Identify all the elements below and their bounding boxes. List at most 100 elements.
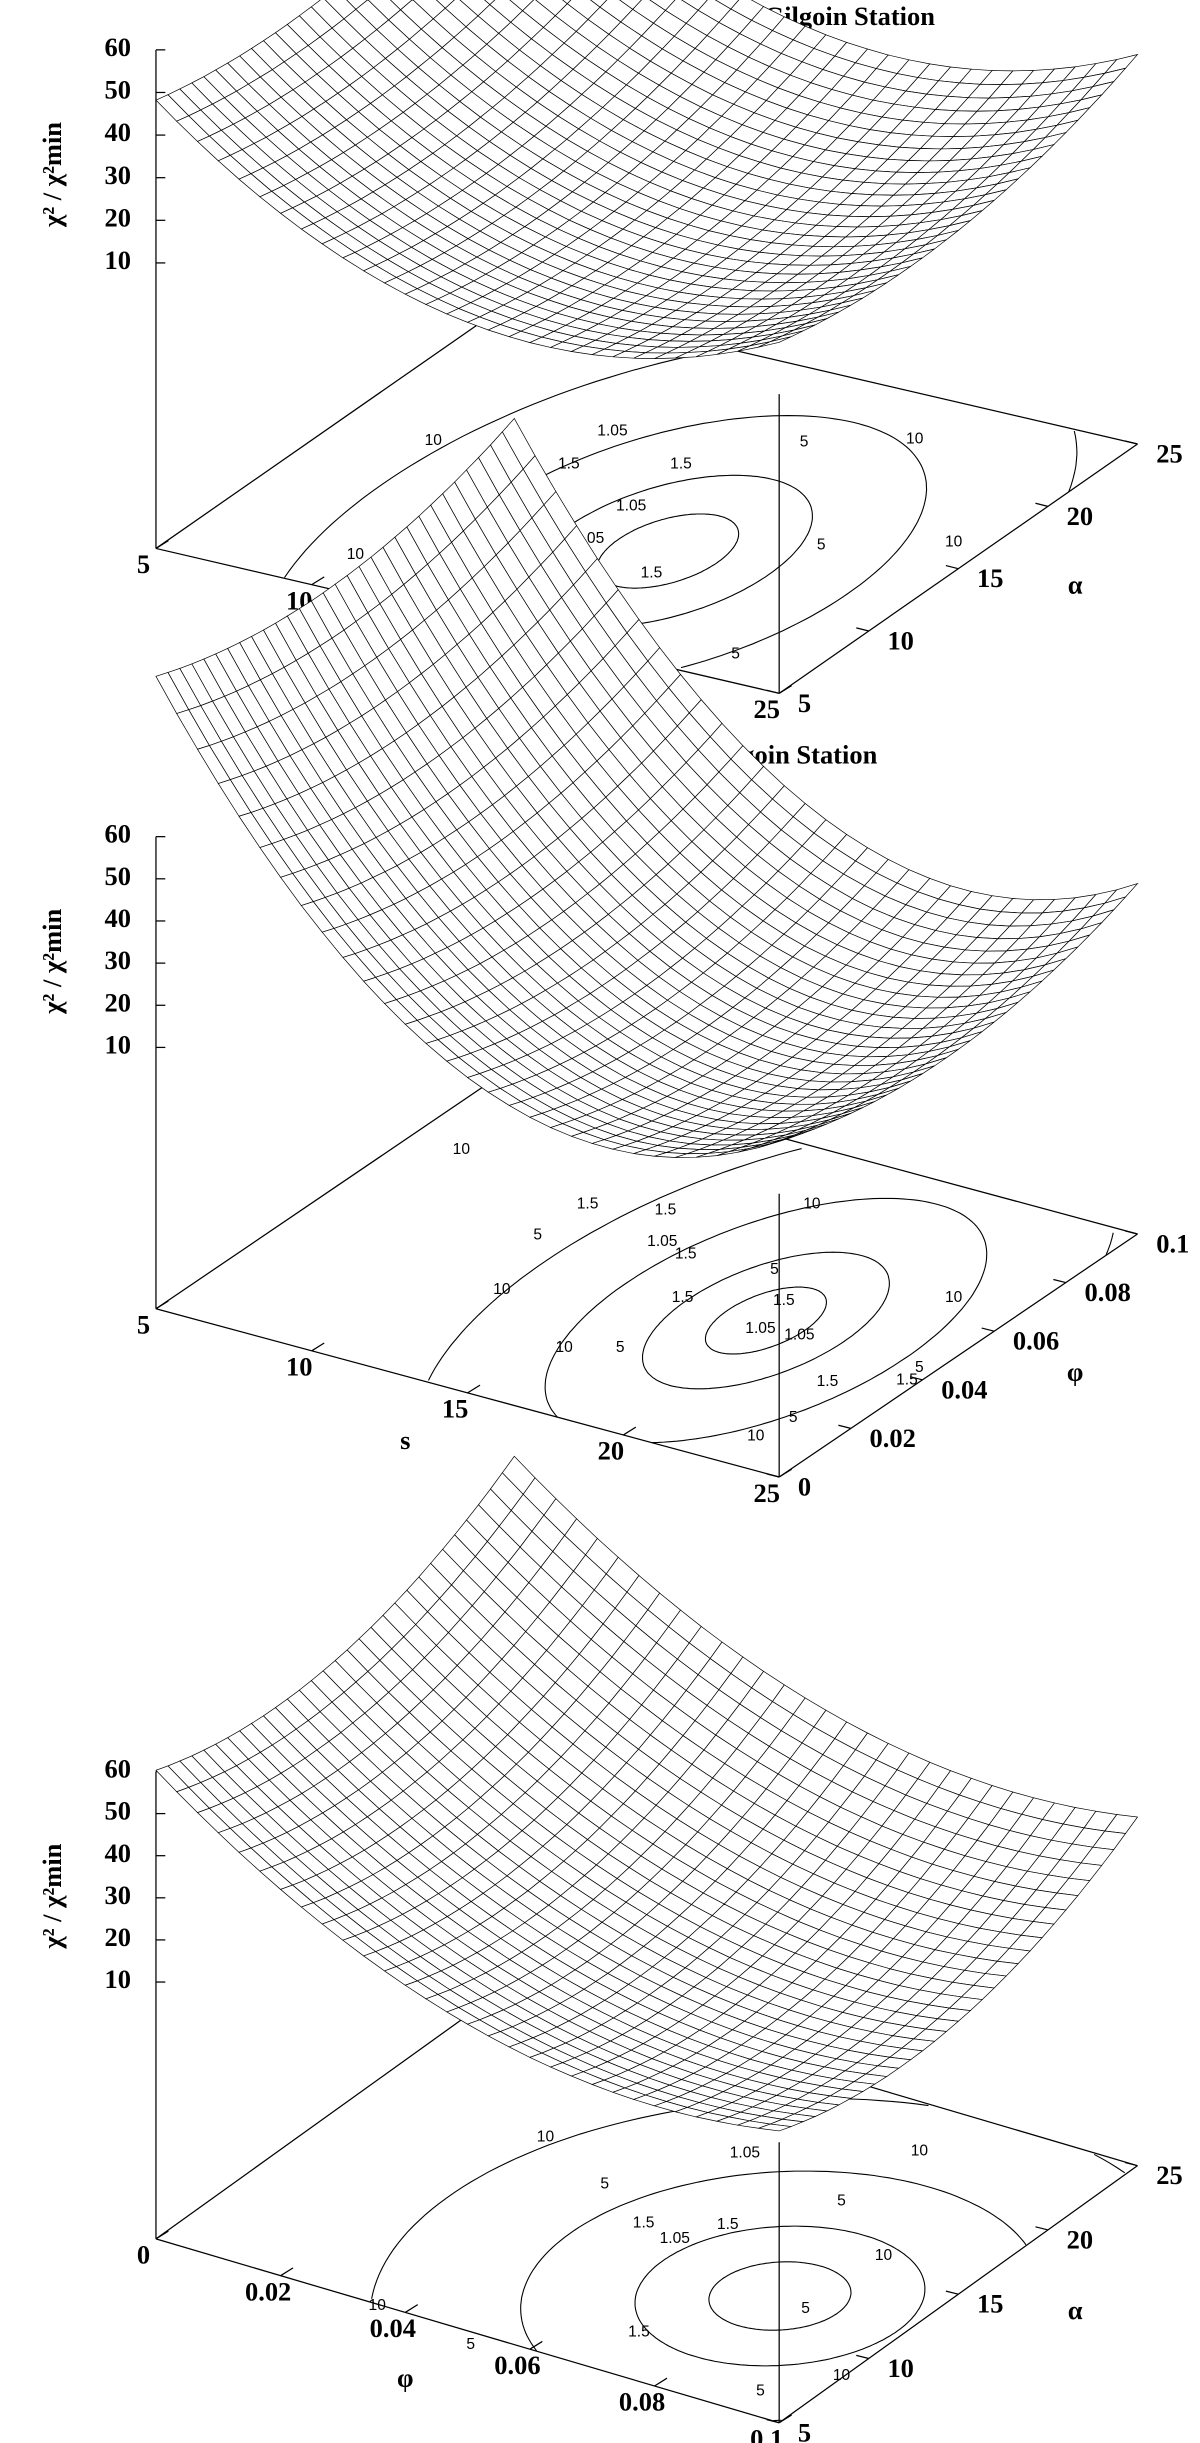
contour-label: 1.5 [628,2323,650,2340]
z-axis-label: χ² / χ²min [37,122,67,228]
z-tick-label: 20 [105,987,131,1017]
contour-line [544,1197,988,1444]
contour-label: 10 [369,2297,387,2314]
panel: 5105101.51.51.055101.51.551.51.051.05510… [37,417,1189,1508]
x-tick-label: 10 [286,1352,312,1382]
z-tick-label: 10 [105,245,131,275]
contour-label: 10 [425,432,443,449]
contour-label: 10 [833,2367,851,2384]
y-tick [945,564,959,570]
z-tick-label: 30 [105,1880,131,1910]
contour-label: 10 [453,1141,471,1158]
x-tick-label: 20 [598,1436,624,1466]
contour-label: 5 [817,536,826,553]
surface-cell [562,0,572,5]
contour-line [596,513,740,589]
x-tick [280,2267,294,2277]
x-tick [654,2377,668,2387]
z-tick-label: 50 [105,75,131,105]
y-axis-label: φ [1067,1356,1084,1386]
contour-label: 10 [347,546,365,563]
contour-label: 10 [747,1428,765,1445]
z-tick-label: 10 [105,1964,131,1994]
contour-label: 5 [801,2300,810,2317]
contour-label: 1.5 [817,1373,839,1390]
x-tick-label: 0 [137,2240,150,2270]
contour-label: 10 [493,1281,511,1298]
y-axis [778,1233,1138,1478]
x-tick [404,2304,419,2313]
z-tick-label: 40 [105,903,131,933]
z-tick-label: 20 [105,202,131,232]
contour-label: 1.05 [660,2230,691,2247]
panel: 1010551.051.51.051.051.51.51.55551010510… [37,0,1183,724]
x-tick [623,1426,637,1436]
contour-line [634,2225,926,2367]
x-tick [778,1468,792,1478]
x-tick-label: 25 [753,694,779,724]
y-tick-label: 0 [798,1472,811,1502]
contour-line [284,348,1078,578]
contour-label: 1.05 [745,1320,776,1337]
z-axis-label: χ² / χ²min [37,909,67,1015]
contour-label: 5 [533,1227,542,1244]
x-axis [155,2238,780,2424]
surface-cell [758,2123,792,2132]
contour-label: 10 [906,430,924,447]
contour-label: 10 [803,1195,821,1212]
z-tick-label: 50 [105,1796,131,1826]
contour-label: 5 [915,1359,924,1376]
x-tick-label: 0.1 [750,2424,783,2443]
surface-cell [758,336,792,348]
y-tick-label: 25 [1156,439,1182,469]
contour-label: 5 [789,1409,798,1426]
contour-label: 1.5 [633,2214,655,2231]
contour-label: 1.5 [641,564,663,581]
y-tick-label: 0.02 [870,1423,916,1453]
contour-label: 1.5 [896,1372,918,1389]
contour-label: 5 [616,1339,625,1356]
x-tick [467,1384,481,1394]
x-tick [311,576,325,586]
contour-label: 10 [911,2143,929,2160]
x-tick-label: 5 [137,1310,150,1340]
contour-line [708,2261,852,2331]
z-axis-label: χ² / χ²min [37,1843,67,1949]
y-tick [838,1424,851,1430]
x-tick [529,2340,543,2350]
surface-cell [758,1137,792,1148]
z-tick-label: 20 [105,1922,131,1952]
z-tick-label: 40 [105,117,131,147]
contour-line [704,1286,827,1355]
contour-label: 1.5 [670,455,692,472]
contour-label: 5 [770,1261,779,1278]
y-axis-label: α [1068,2295,1083,2325]
y-tick [1035,502,1049,507]
z-tick-label: 50 [105,861,131,891]
floor-edge [155,1065,515,1310]
contour-label: 10 [945,533,963,550]
x-tick [155,1300,169,1310]
contour-line [427,1148,1114,1381]
z-tick-label: 10 [105,1029,131,1059]
y-tick-label: 5 [798,688,811,718]
contour-label: 1.05 [647,1233,678,1250]
z-tick-label: 30 [105,945,131,975]
contour-label: 5 [756,2383,765,2400]
z-tick-label: 60 [105,32,131,62]
contour-label: 1.5 [672,1289,694,1306]
y-tick [766,689,780,694]
x-tick [778,2414,792,2424]
y-tick-label: 15 [977,2289,1003,2319]
x-tick-label: 0.08 [619,2387,665,2417]
y-tick [856,2354,869,2360]
z-tick-label: 40 [105,1838,131,1868]
y-tick-label: 15 [977,563,1003,593]
contour-label: 10 [556,1339,574,1356]
x-tick-label: 25 [753,1478,779,1508]
x-tick-label: 0.06 [494,2350,540,2380]
z-tick-label: 60 [105,819,131,849]
y-tick [1124,1230,1138,1235]
x-tick-label: 15 [442,1394,468,1424]
